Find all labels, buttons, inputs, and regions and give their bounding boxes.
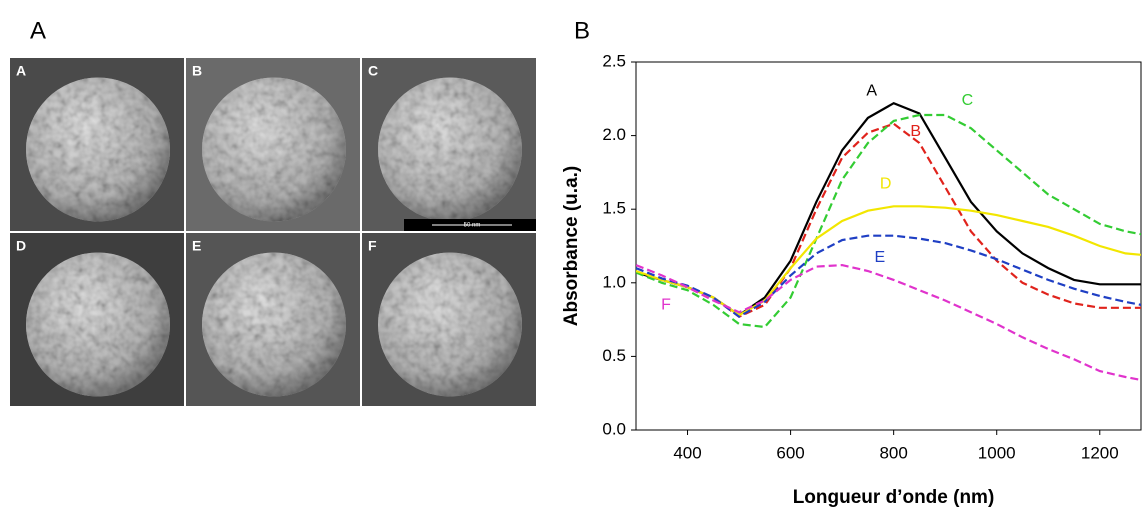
sem-image: D [10,233,184,406]
x-axis-title: Longueur d’onde (nm) [793,487,995,508]
image-label: C [368,63,378,79]
sem-image: B [186,58,360,231]
series-line [636,122,1141,318]
series-line [636,101,1141,317]
x-tick-label: 800 [879,443,907,462]
y-tick-label: 1.5 [602,199,626,218]
chart: 0.0 0.5 1.0 1.5 2.0 2.5 400 600 800 1000 1200 Longu… [561,51,1142,508]
x-tick-label: 600 [776,443,804,462]
series-label: B [910,123,921,140]
scale-bar-label: 50 nm [464,223,481,229]
particle [26,77,170,222]
y-tick-label: 0.5 [602,346,626,365]
y-axis-title: Absorbance (u.a.) [561,166,582,326]
particle [378,77,522,222]
series-line [636,113,1141,329]
y-tick-label: 2.0 [602,125,626,144]
image-label: E [192,238,201,254]
x-tick-label: 400 [673,443,701,462]
y-tick-label: 1.0 [602,272,626,291]
series-label: F [661,296,671,313]
image-label: B [192,63,202,79]
y-tick-label: 2.5 [602,51,626,70]
sem-image: E [186,233,360,406]
sem-image: F [362,233,536,406]
particle [378,252,522,397]
sem-images: A B C 50 nm D E F [10,58,536,406]
image-label: A [16,63,26,79]
series-label: D [880,175,892,192]
panel-label: A [30,17,46,44]
sem-image: C 50 nm [362,58,536,231]
x-tick-label: 1200 [1081,443,1119,462]
image-label: F [368,238,377,254]
series-label: C [962,92,974,109]
x-tick-label: 1000 [978,443,1016,462]
particle [26,252,170,397]
panel-label: B [574,17,590,44]
particle [202,77,346,222]
series-label: A [866,82,877,99]
sem-image: A [10,58,184,231]
series-line [636,205,1141,317]
series-line [636,263,1141,382]
y-tick-label: 0.0 [602,419,626,438]
plot-frame [635,61,1142,431]
series-label: E [875,249,886,266]
particle [202,252,346,397]
image-label: D [16,238,26,254]
